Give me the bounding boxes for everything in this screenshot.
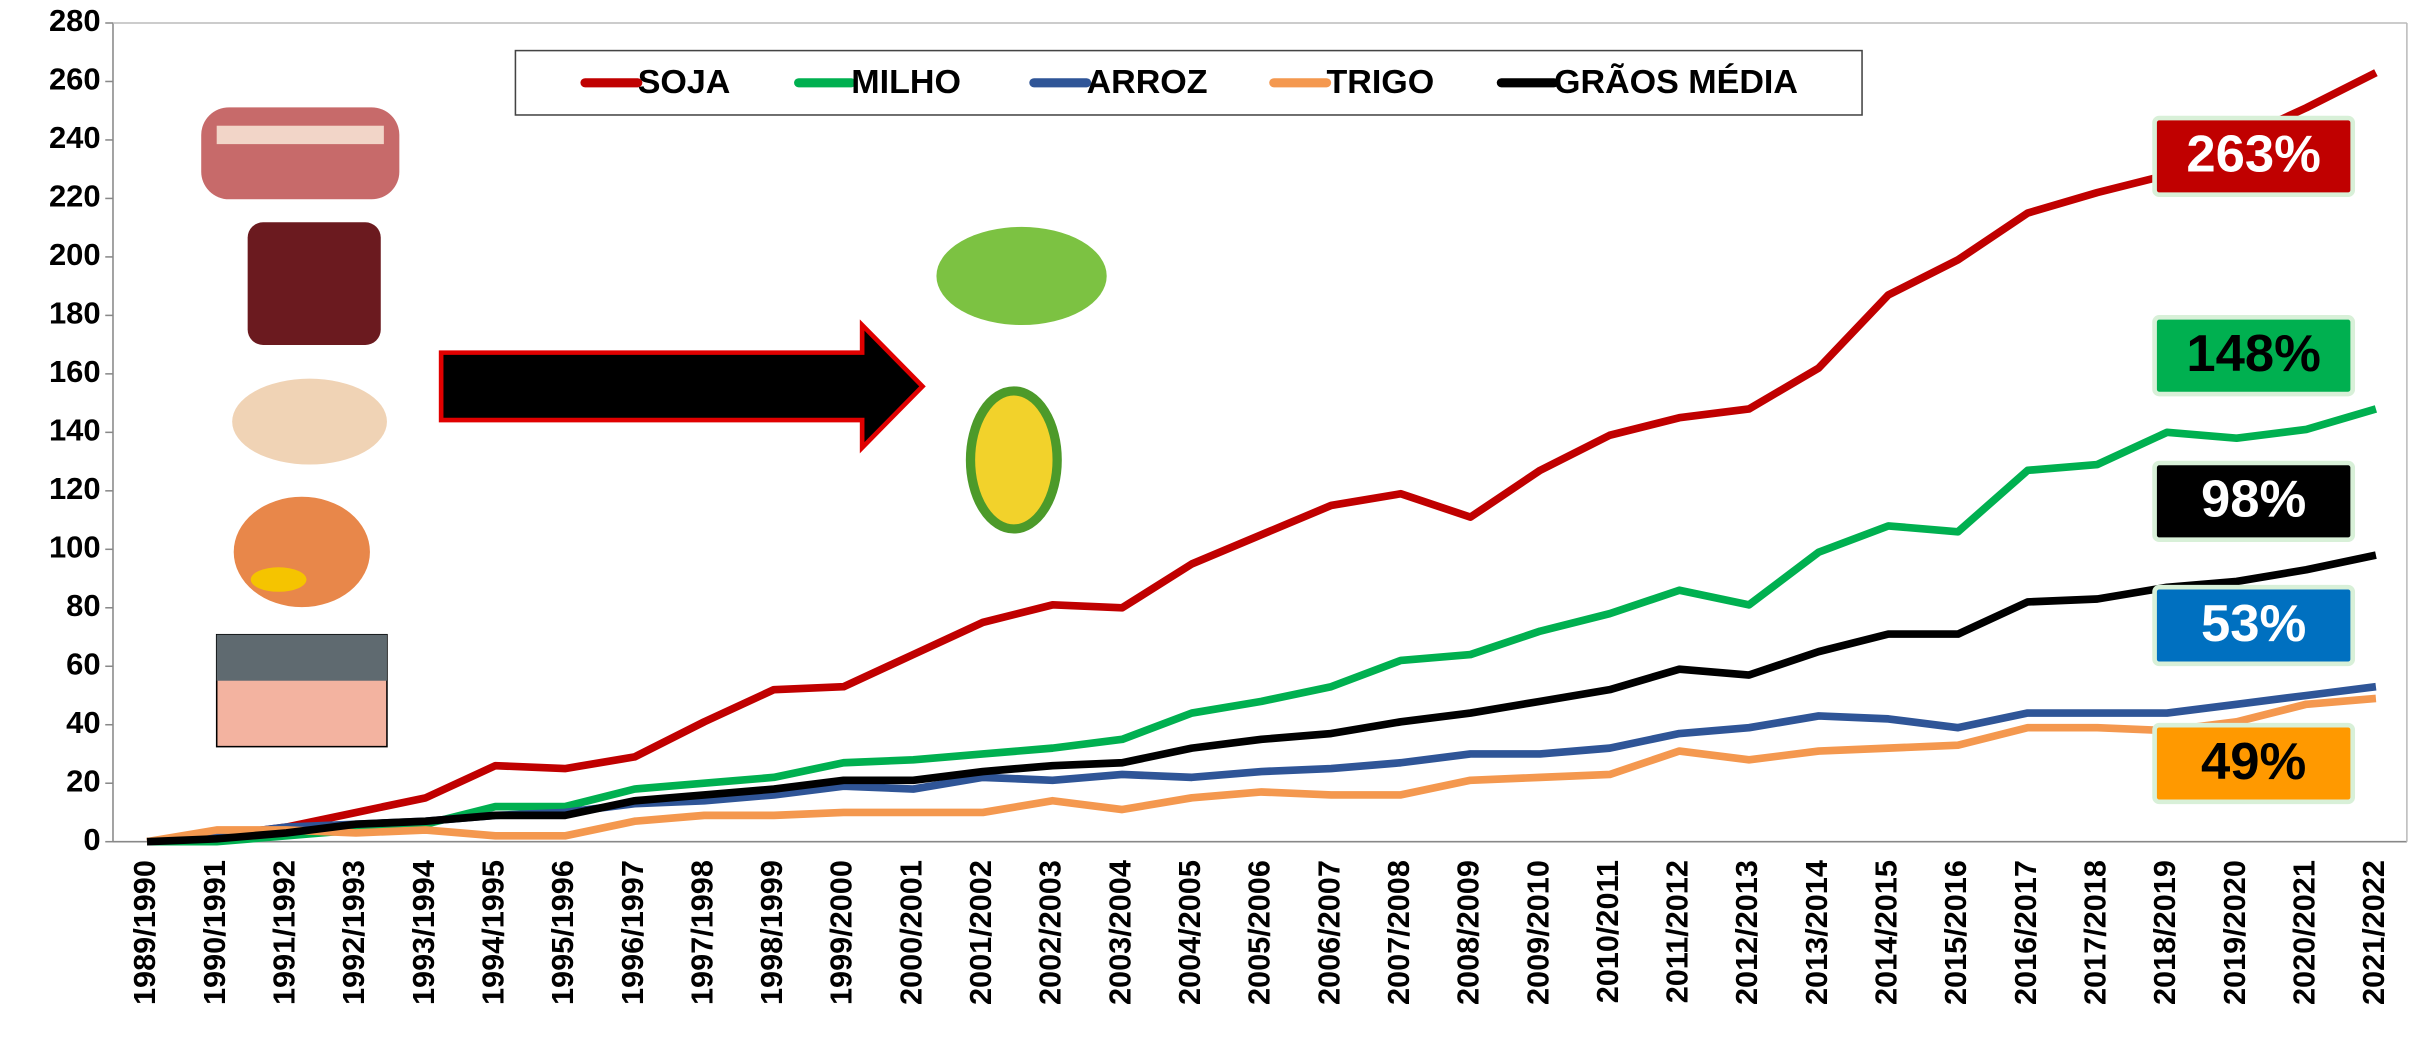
x-tick-label: 2008/2009 <box>1450 860 1485 1005</box>
y-tick-label: 0 <box>83 822 100 857</box>
annotation-box <box>2152 584 2356 667</box>
annotation-label: 53% <box>2201 595 2306 653</box>
annotation-label: 49% <box>2201 733 2306 791</box>
egg-image <box>233 496 370 608</box>
x-tick-label: 2021/2022 <box>2356 860 2391 1005</box>
legend-label: MILHO <box>851 63 961 101</box>
corn-image <box>965 386 1062 534</box>
meat-image <box>216 125 384 145</box>
y-tick-label: 280 <box>49 3 101 38</box>
x-tick-label: 1989/1990 <box>127 860 162 1005</box>
x-tick-label: 1995/1996 <box>545 860 580 1005</box>
x-tick-label: 2009/2010 <box>1520 860 1555 1005</box>
beef-image <box>247 222 381 345</box>
annotation-label: 98% <box>2201 471 2306 529</box>
annotation-box <box>2152 315 2356 397</box>
y-tick-label: 60 <box>66 646 100 681</box>
x-tick-label: 2011/2012 <box>1659 860 1694 1003</box>
arrow <box>438 319 926 454</box>
x-tick-label: 1997/1998 <box>684 860 719 1005</box>
legend-label: GRÃOS MÉDIA <box>1554 63 1798 101</box>
x-tick-label: 2005/2006 <box>1242 860 1277 1005</box>
y-tick-label: 180 <box>49 296 101 331</box>
x-tick-label: 2002/2003 <box>1033 860 1068 1005</box>
x-tick-label: 2004/2005 <box>1172 860 1207 1005</box>
x-tick-label: 2019/2020 <box>2217 860 2252 1005</box>
y-tick-label: 20 <box>66 763 100 798</box>
x-tick-label: 1999/2000 <box>824 860 859 1005</box>
series-line <box>146 551 2377 846</box>
x-tick-label: 1998/1999 <box>754 860 789 1005</box>
y-tick-label: 120 <box>49 471 101 506</box>
legend-label: SOJA <box>638 63 731 101</box>
x-tick-label: 1994/1995 <box>475 860 510 1005</box>
x-tick-label: 2016/2017 <box>2008 860 2043 1005</box>
x-tick-label: 1990/1991 <box>197 860 232 1005</box>
annotation-box <box>2152 115 2356 198</box>
x-tick-label: 2007/2008 <box>1381 860 1416 1005</box>
egg-image <box>250 567 307 592</box>
x-tick-label: 2020/2021 <box>2286 860 2321 1005</box>
y-tick-label: 260 <box>49 62 101 97</box>
x-tick-label: 2015/2016 <box>1938 860 1973 1005</box>
chicken-image <box>232 378 387 465</box>
y-tick-label: 240 <box>49 120 101 155</box>
annotation-label: 148% <box>2186 325 2321 383</box>
x-tick-label: 2006/2007 <box>1311 860 1346 1005</box>
soy-image <box>936 226 1107 326</box>
x-tick-label: 1996/1997 <box>615 860 650 1005</box>
x-tick-label: 1992/1993 <box>336 860 371 1005</box>
meat-image <box>201 107 400 200</box>
x-tick-label: 2014/2015 <box>1868 860 1903 1005</box>
x-tick-label: 2018/2019 <box>2147 860 2182 1005</box>
annotation-box <box>2152 460 2356 542</box>
legend-label: ARROZ <box>1087 63 1208 101</box>
series-line <box>147 405 2378 846</box>
x-tick-label: 2017/2018 <box>2077 860 2112 1005</box>
annotation-label: 263% <box>2186 126 2321 184</box>
x-tick-label: 2010/2011 <box>1590 860 1625 1003</box>
x-tick-label: 2001/2002 <box>963 860 998 1005</box>
y-tick-label: 80 <box>66 588 100 623</box>
y-tick-label: 200 <box>49 237 101 272</box>
y-tick-label: 160 <box>49 354 101 389</box>
y-tick-label: 220 <box>49 179 101 214</box>
series-line <box>146 69 2378 846</box>
x-tick-label: 2013/2014 <box>1799 860 1834 1005</box>
x-tick-label: 2000/2001 <box>893 860 928 1005</box>
y-tick-label: 40 <box>66 705 100 740</box>
y-tick-label: 100 <box>49 530 101 565</box>
annotation-box <box>2152 722 2356 805</box>
x-tick-label: 2012/2013 <box>1729 860 1764 1005</box>
x-tick-label: 2003/2004 <box>1102 860 1137 1005</box>
x-tick-label: 1993/1994 <box>406 860 441 1005</box>
decoration <box>201 107 1107 748</box>
x-tick-label: 1991/1992 <box>266 860 301 1005</box>
series-line <box>146 694 2377 846</box>
fish-image <box>216 634 387 681</box>
y-tick-label: 140 <box>49 413 101 448</box>
legend-label: TRIGO <box>1326 63 1434 101</box>
legend <box>514 49 1863 116</box>
